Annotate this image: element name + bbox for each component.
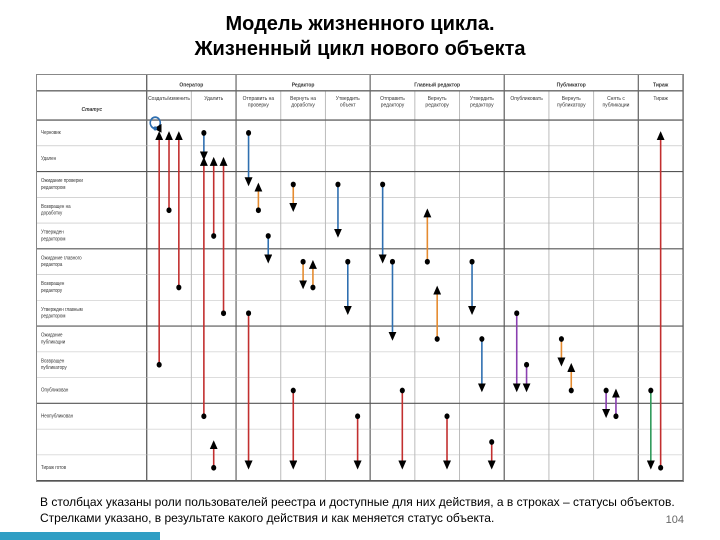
title-block: Модель жизненного цикла. Жизненный цикл … bbox=[0, 0, 720, 70]
svg-text:Удалить: Удалить bbox=[204, 96, 223, 102]
svg-text:Утвердитьредактору: Утвердитьредактору bbox=[470, 96, 494, 109]
svg-text:Главный редактор: Главный редактор bbox=[414, 81, 461, 88]
svg-text:Тираж: Тираж bbox=[653, 96, 668, 102]
svg-text:Утвердитьобъект: Утвердитьобъект bbox=[336, 96, 360, 109]
svg-text:Возвращенредактору: Возвращенредактору bbox=[41, 281, 65, 294]
svg-text:Оператор: Оператор bbox=[179, 82, 204, 88]
svg-text:Отправитьредактору: Отправитьредактору bbox=[380, 96, 405, 109]
svg-text:Публикатор: Публикатор bbox=[557, 81, 587, 88]
title-line1: Модель жизненного цикла. bbox=[225, 13, 494, 35]
svg-text:Утвержденредактором: Утвержденредактором bbox=[41, 229, 65, 242]
svg-text:Создать/изменить: Создать/изменить bbox=[148, 96, 190, 102]
svg-text:Возвращенпубликатору: Возвращенпубликатору bbox=[41, 358, 67, 371]
svg-text:Неопубликован: Неопубликован bbox=[41, 413, 73, 419]
svg-text:Ожидание проверкиредактором: Ожидание проверкиредактором bbox=[41, 178, 83, 191]
svg-text:Ожиданиепубликации: Ожиданиепубликации bbox=[41, 332, 66, 345]
svg-text:Редактор: Редактор bbox=[292, 82, 315, 88]
svg-text:Вернутьредактору: Вернутьредактору bbox=[425, 96, 449, 109]
svg-text:Удален: Удален bbox=[41, 156, 56, 162]
svg-text:Утвержден главнымредактором: Утвержден главнымредактором bbox=[41, 307, 83, 320]
svg-text:Ожидание главногоредактора: Ожидание главногоредактора bbox=[41, 255, 82, 268]
page-number: 104 bbox=[666, 514, 684, 526]
svg-text:Тираж: Тираж bbox=[653, 82, 668, 88]
svg-text:Снять спубликации: Снять спубликации bbox=[602, 96, 629, 109]
lifecycle-chart: Оператор Редактор Главный редактор Публикат… bbox=[0, 70, 720, 486]
title-line2: Жизненный цикл нового объекта bbox=[194, 38, 525, 60]
svg-text:Черновик: Черновик bbox=[41, 130, 62, 136]
svg-text:Опубликован: Опубликован bbox=[41, 387, 69, 393]
svg-text:Вернуть надоработку: Вернуть надоработку bbox=[290, 96, 316, 109]
svg-text:Отправить напроверку: Отправить напроверку bbox=[243, 96, 275, 109]
svg-text:Вернутьпубликатору: Вернутьпубликатору bbox=[557, 96, 586, 109]
svg-text:Опубликовать: Опубликовать bbox=[510, 96, 543, 102]
svg-text:Тираж готов: Тираж готов bbox=[41, 465, 66, 471]
svg-text:Возвращен надоработку: Возвращен надоработку bbox=[41, 204, 71, 217]
svg-text:Статус: Статус bbox=[82, 107, 103, 113]
accent-bar bbox=[0, 532, 160, 540]
